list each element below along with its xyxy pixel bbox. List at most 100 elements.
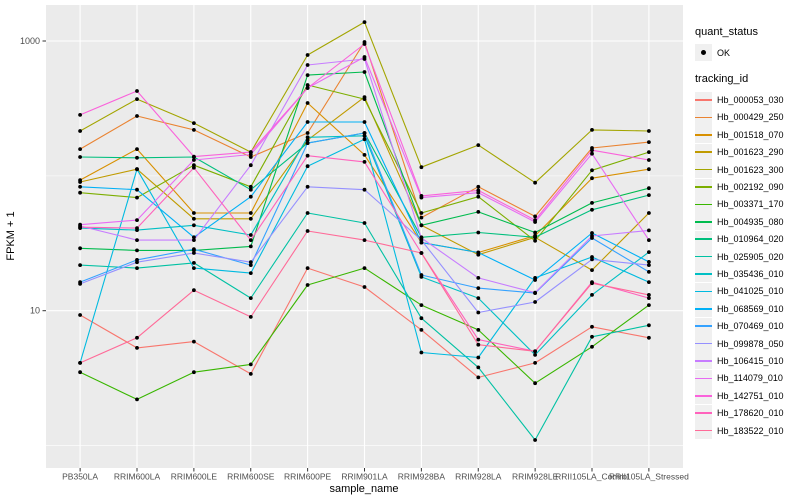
data-point xyxy=(248,211,253,215)
data-point xyxy=(248,296,253,300)
data-point xyxy=(533,238,537,243)
data-point xyxy=(419,236,424,240)
x-tick-label: RRIM928BA xyxy=(398,472,446,482)
data-point xyxy=(533,300,537,304)
x-tick-label: RRIM600LA xyxy=(114,472,161,482)
data-point xyxy=(192,266,196,270)
x-tick-label: RRIM600LE xyxy=(171,472,218,482)
data-point xyxy=(476,375,481,380)
data-point xyxy=(362,55,367,59)
data-point xyxy=(590,201,594,205)
series-line-icon xyxy=(695,238,712,240)
data-point xyxy=(590,257,594,262)
series-line-icon xyxy=(695,290,712,293)
data-point xyxy=(419,211,424,215)
data-point xyxy=(248,163,253,168)
x-tick-label: RRII105LA_Control xyxy=(555,472,629,482)
data-point xyxy=(192,288,196,293)
x-tick-label: RRII105LA_Stressed xyxy=(609,472,689,482)
legend-item-Hb_068569_010: Hb_068569_010 xyxy=(695,300,800,318)
legend-item-label: Hb_025905_020 xyxy=(717,251,784,262)
data-point xyxy=(305,101,310,105)
data-point xyxy=(192,247,196,252)
data-point xyxy=(248,238,253,243)
data-point xyxy=(248,194,253,199)
legend-item-label: Hb_070469_010 xyxy=(717,321,784,332)
data-point xyxy=(135,114,139,118)
tracking-id-legend-items: Hb_000053_030 Hb_000429_250 Hb_001518_070 H… xyxy=(695,91,800,439)
data-point xyxy=(305,229,310,233)
data-point xyxy=(192,127,196,132)
data-point xyxy=(590,176,594,181)
data-point xyxy=(476,143,481,148)
data-point xyxy=(135,147,139,152)
data-point xyxy=(135,218,139,223)
data-point xyxy=(248,233,253,237)
series-color-key xyxy=(695,126,712,144)
data-point xyxy=(647,323,651,328)
series-color-key xyxy=(695,404,712,422)
legend-item-Hb_001623_300: Hb_001623_300 xyxy=(695,161,800,179)
data-point xyxy=(590,151,594,156)
series-line-icon xyxy=(695,325,712,327)
data-point xyxy=(419,328,424,332)
data-point xyxy=(647,303,651,307)
series-line-icon xyxy=(695,221,712,223)
data-point xyxy=(647,280,651,284)
data-point xyxy=(590,344,594,349)
series-line-icon xyxy=(695,99,712,101)
data-point xyxy=(248,216,253,221)
data-point xyxy=(362,133,367,138)
data-point xyxy=(590,334,594,339)
data-point xyxy=(476,328,481,332)
legend-item-label: Hb_041025_010 xyxy=(717,286,784,297)
data-point xyxy=(135,167,139,172)
legend-title-quant-status: quant_status xyxy=(695,26,758,38)
series-color-key xyxy=(695,230,712,248)
series-color-key xyxy=(695,352,712,370)
data-point xyxy=(476,355,481,360)
data-point xyxy=(192,165,196,170)
series-color-key xyxy=(695,387,712,405)
legend-item-label: Hb_001623_290 xyxy=(717,147,784,158)
legend-item-label: Hb_178620_010 xyxy=(717,408,784,419)
data-point xyxy=(476,188,481,193)
legend-item-label: Hb_003371_170 xyxy=(717,199,784,210)
x-tick-label: RRIM600PE xyxy=(284,472,332,482)
series-line-icon xyxy=(695,134,712,136)
data-point xyxy=(192,154,196,159)
data-point xyxy=(590,127,594,132)
data-point xyxy=(78,190,82,195)
data-point xyxy=(590,324,594,329)
series-line-icon xyxy=(695,377,712,380)
data-point xyxy=(192,216,196,221)
series-color-key xyxy=(695,282,712,300)
y-axis-title: FPKM + 1 xyxy=(5,211,17,260)
data-point xyxy=(135,89,139,93)
legend-item-Hb_041025_010: Hb_041025_010 xyxy=(695,282,800,300)
series-line-icon xyxy=(695,394,712,397)
data-point xyxy=(78,246,82,251)
y-tick-label: 10 xyxy=(30,306,40,316)
data-point xyxy=(305,164,310,169)
legend-item-Hb_002192_090: Hb_002192_090 xyxy=(695,178,800,196)
data-point xyxy=(647,335,651,340)
legend-item-label: OK xyxy=(717,47,731,58)
legend-item-label: Hb_099878_050 xyxy=(717,338,784,349)
legend-item-Hb_035436_010: Hb_035436_010 xyxy=(695,265,800,283)
legend-item-label: Hb_183522_010 xyxy=(717,425,784,436)
data-point xyxy=(78,180,82,184)
data-point xyxy=(192,370,196,375)
data-point xyxy=(248,244,253,249)
data-point xyxy=(419,350,424,355)
legend: quant_status OK tracking_id Hb_000053_03… xyxy=(695,26,800,439)
data-point xyxy=(476,296,481,300)
data-point xyxy=(362,238,367,243)
data-point xyxy=(192,211,196,215)
data-point xyxy=(476,184,481,189)
data-point xyxy=(305,131,310,135)
legend-item-Hb_106415_010: Hb_106415_010 xyxy=(695,352,800,370)
data-point xyxy=(305,153,310,158)
data-point xyxy=(533,214,537,219)
